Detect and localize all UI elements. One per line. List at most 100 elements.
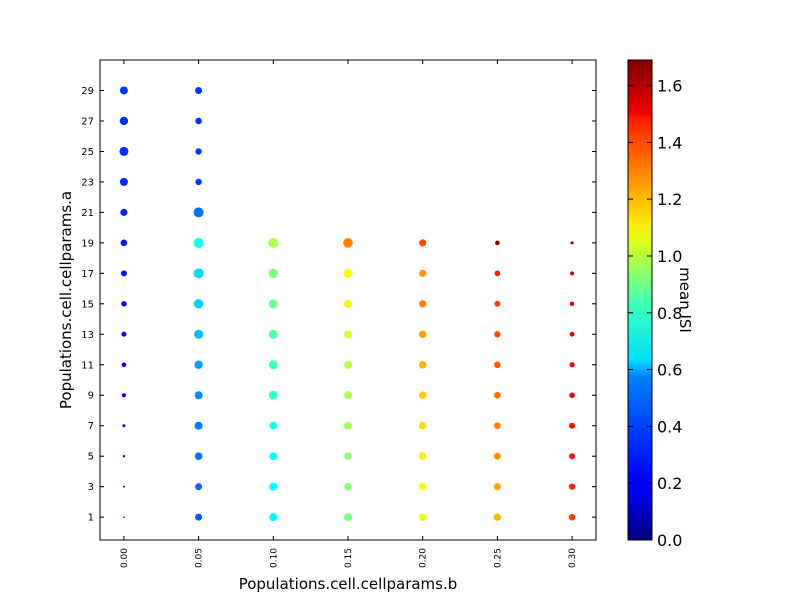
data-point xyxy=(194,452,203,460)
data-point xyxy=(569,392,575,399)
x-tick-label: 0.25 xyxy=(493,548,503,568)
data-point xyxy=(121,393,126,398)
data-point xyxy=(419,269,427,277)
colorbar-tick-label: 0.0 xyxy=(657,531,682,550)
data-point xyxy=(344,482,352,491)
data-point xyxy=(120,208,128,216)
data-point xyxy=(194,391,203,400)
y-tick-label: 7 xyxy=(88,421,94,432)
data-point xyxy=(344,360,352,369)
colorbar-tick-label: 0.8 xyxy=(657,304,682,323)
data-point xyxy=(343,299,353,309)
data-point xyxy=(195,513,203,521)
data-point xyxy=(418,452,427,460)
data-point xyxy=(418,360,427,369)
y-tick-label: 1 xyxy=(88,513,94,524)
data-point xyxy=(269,482,278,491)
y-tick-label: 5 xyxy=(88,452,94,463)
data-point xyxy=(119,116,129,126)
data-point xyxy=(568,483,576,490)
data-point xyxy=(121,331,127,337)
data-point xyxy=(494,391,501,399)
y-tick-label: 23 xyxy=(81,177,94,188)
data-point xyxy=(194,360,203,369)
data-point xyxy=(344,330,352,339)
plot-points xyxy=(119,86,576,522)
data-point xyxy=(193,207,204,218)
colorbar-tick-label: 0.2 xyxy=(657,474,682,493)
y-tick-label: 13 xyxy=(81,330,94,341)
data-point xyxy=(268,360,278,370)
data-point xyxy=(418,330,427,338)
data-point xyxy=(123,516,125,518)
data-point xyxy=(269,513,278,522)
data-point xyxy=(193,268,204,279)
data-point xyxy=(269,452,278,461)
data-point xyxy=(569,362,575,368)
data-point xyxy=(122,485,125,488)
data-point xyxy=(493,452,501,460)
y-axis-label: Populations.cell.cellparams.a xyxy=(57,191,75,409)
x-axis: 0.00 0.05 0.10 0.15 0.20 0.25 0.30 xyxy=(120,60,578,568)
data-point xyxy=(418,421,427,430)
data-point xyxy=(569,301,575,307)
colorbar-tick-label: 1.2 xyxy=(657,190,682,209)
data-point xyxy=(419,300,427,308)
data-point xyxy=(493,513,501,521)
data-point xyxy=(121,301,127,307)
data-point xyxy=(495,240,500,246)
x-tick-label: 0.00 xyxy=(120,548,130,568)
data-point xyxy=(195,178,202,186)
y-tick-label: 27 xyxy=(81,116,94,127)
colorbar: 0.0 0.2 0.4 0.6 0.8 1.0 1.2 1.4 1.6 mean ISI xyxy=(627,59,694,550)
data-point xyxy=(122,454,126,458)
y-tick-label: 19 xyxy=(81,238,94,249)
data-point xyxy=(344,421,352,430)
data-point xyxy=(419,239,427,247)
data-point xyxy=(195,483,203,491)
data-point xyxy=(268,390,278,400)
data-point xyxy=(493,422,501,430)
data-point xyxy=(121,362,127,368)
y-tick-label: 15 xyxy=(81,299,94,310)
y-tick-label: 9 xyxy=(88,391,94,402)
x-tick-label: 0.20 xyxy=(419,548,429,568)
data-point xyxy=(493,483,501,491)
data-point xyxy=(344,452,352,460)
y-tick-label: 25 xyxy=(81,147,94,158)
data-point xyxy=(269,421,278,430)
y-tick-label: 11 xyxy=(81,360,94,371)
data-point xyxy=(569,453,576,460)
data-point xyxy=(418,391,427,400)
x-axis-label: Populations.cell.cellparams.b xyxy=(239,575,458,593)
data-point xyxy=(344,513,352,522)
data-point xyxy=(195,117,202,125)
data-point xyxy=(569,422,576,429)
data-point xyxy=(194,421,203,430)
x-tick-label: 0.30 xyxy=(568,548,578,568)
data-point xyxy=(570,271,575,276)
y-tick-label: 3 xyxy=(88,482,94,493)
data-point xyxy=(494,270,501,277)
data-point xyxy=(570,241,574,245)
data-point xyxy=(343,238,353,248)
data-point xyxy=(119,86,128,95)
colorbar-ticks: 0.0 0.2 0.4 0.6 0.8 1.0 1.2 1.4 1.6 xyxy=(628,77,682,550)
data-point xyxy=(120,270,127,277)
data-point xyxy=(193,237,204,248)
data-point xyxy=(268,268,279,279)
colorbar-tick-label: 0.6 xyxy=(657,361,682,380)
data-point xyxy=(494,331,501,338)
colorbar-tick-label: 1.6 xyxy=(657,77,682,96)
x-tick-label: 0.10 xyxy=(269,548,279,568)
colorbar-tick-label: 1.4 xyxy=(657,133,682,152)
x-tick-label: 0.05 xyxy=(195,548,205,568)
data-point xyxy=(569,331,575,337)
data-point xyxy=(268,329,278,339)
data-point xyxy=(418,513,427,521)
data-point xyxy=(268,299,278,309)
y-tick-label: 21 xyxy=(81,208,94,219)
